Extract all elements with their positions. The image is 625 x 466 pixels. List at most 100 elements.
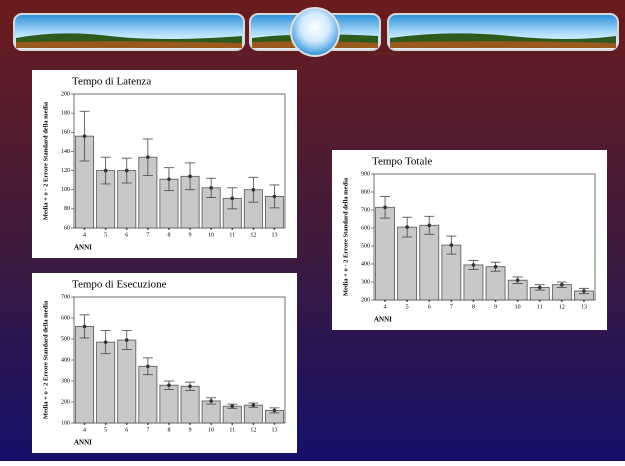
x-tick-label: 12 xyxy=(250,232,256,238)
mean-dot xyxy=(272,194,277,199)
chart-title: Tempo di Esecuzione xyxy=(72,279,167,291)
x-tick-label: 6 xyxy=(428,304,431,310)
mean-dot xyxy=(537,285,542,290)
chart-panel: Tempo di Latenza Media + o - 2 Errore Sta… xyxy=(32,70,297,258)
mean-dot xyxy=(167,383,171,388)
x-tick-label: 7 xyxy=(146,427,149,433)
mean-dot xyxy=(124,338,129,342)
mean-dot xyxy=(103,168,108,173)
mean-dot xyxy=(188,174,192,179)
x-tick-dot xyxy=(252,228,255,230)
y-tick-label: 600 xyxy=(361,225,370,231)
chart-title: Tempo Totale xyxy=(372,156,432,168)
x-tick-dot xyxy=(384,300,386,302)
bar xyxy=(96,341,116,424)
x-tick-dot xyxy=(252,423,255,425)
y-tick-label: 500 xyxy=(61,336,70,342)
bar xyxy=(159,384,179,424)
y-tick-label: 100 xyxy=(61,420,70,426)
x-tick-dot xyxy=(168,228,170,230)
x-tick-label: 6 xyxy=(125,427,128,433)
y-tick-label: 700 xyxy=(361,207,370,213)
y-tick-label: 500 xyxy=(361,243,370,249)
x-tick-label: 13 xyxy=(271,427,277,433)
x-tick-label: 8 xyxy=(472,304,475,310)
x-axis-label: ANNI xyxy=(374,316,392,324)
y-axis-label: Media + o - 2 Errore Standard della medi… xyxy=(342,177,349,296)
y-tick-label: 200 xyxy=(361,297,370,303)
x-tick-dot xyxy=(450,300,453,302)
x-tick-dot xyxy=(189,423,191,425)
y-tick-label: 400 xyxy=(361,261,370,267)
x-tick-label: 4 xyxy=(83,232,86,238)
bar xyxy=(419,224,440,301)
y-tick-label: 80 xyxy=(64,206,70,212)
y-tick-label: 100 xyxy=(61,187,70,193)
y-tick-label: 200 xyxy=(61,91,70,97)
x-tick-label: 8 xyxy=(167,232,170,238)
mean-dot xyxy=(251,187,256,192)
mean-dot xyxy=(146,155,150,159)
y-tick-label: 60 xyxy=(64,225,70,231)
x-tick-dot xyxy=(273,228,276,230)
mean-dot xyxy=(124,168,129,173)
x-tick-dot xyxy=(83,423,86,425)
plot-frame xyxy=(373,173,596,301)
x-tick-dot xyxy=(104,228,107,230)
y-tick-label: 600 xyxy=(61,315,70,321)
x-tick-dot xyxy=(104,423,107,425)
x-tick-label: 9 xyxy=(494,304,497,310)
x-tick-label: 4 xyxy=(384,304,387,310)
y-tick-label: 300 xyxy=(61,378,70,384)
mean-dot xyxy=(167,177,171,181)
x-tick-dot xyxy=(231,423,234,425)
y-tick-label: 160 xyxy=(61,130,70,136)
x-tick-label: 10 xyxy=(208,427,214,433)
x-tick-label: 10 xyxy=(515,304,521,310)
mean-dot xyxy=(427,223,432,228)
x-tick-label: 11 xyxy=(229,232,235,238)
bar xyxy=(463,264,484,301)
mean-dot xyxy=(449,243,454,247)
x-axis-label: ANNI xyxy=(74,439,92,447)
x-tick-label: 13 xyxy=(271,232,277,238)
x-tick-label: 4 xyxy=(83,427,86,433)
x-tick-dot xyxy=(583,300,585,302)
x-tick-label: 9 xyxy=(189,427,192,433)
y-tick-label: 800 xyxy=(361,189,370,195)
x-tick-dot xyxy=(168,423,170,425)
x-tick-dot xyxy=(428,300,431,302)
y-tick-label: 200 xyxy=(61,399,70,405)
x-tick-dot xyxy=(189,228,191,230)
mean-dot xyxy=(146,364,150,369)
mean-dot xyxy=(405,225,409,229)
x-tick-dot xyxy=(406,300,409,302)
chart-panel: Tempo Totale Media + o - 2 Errore Standar… xyxy=(332,150,607,330)
mean-dot xyxy=(560,282,564,287)
x-tick-label: 6 xyxy=(125,232,128,238)
bar xyxy=(117,339,137,424)
panel-background xyxy=(32,273,297,453)
x-tick-dot xyxy=(146,228,149,230)
y-tick-label: 300 xyxy=(361,279,370,285)
x-tick-label: 7 xyxy=(450,304,453,310)
mean-dot xyxy=(272,408,277,413)
x-tick-dot xyxy=(83,228,86,230)
mean-dot xyxy=(493,264,498,269)
mean-dot xyxy=(515,278,520,283)
x-tick-dot xyxy=(560,300,563,302)
x-tick-label: 12 xyxy=(559,304,565,310)
plot-frame xyxy=(73,93,286,229)
bar xyxy=(397,226,418,301)
panel-background xyxy=(32,70,297,258)
x-tick-label: 13 xyxy=(581,304,587,310)
bar xyxy=(75,325,95,424)
header-banner xyxy=(13,7,619,57)
mean-dot xyxy=(251,403,256,407)
x-tick-label: 5 xyxy=(104,232,107,238)
chart-title: Tempo di Latenza xyxy=(72,76,151,88)
y-tick-label: 140 xyxy=(61,149,70,155)
x-tick-dot xyxy=(210,228,213,230)
x-tick-dot xyxy=(273,423,276,425)
